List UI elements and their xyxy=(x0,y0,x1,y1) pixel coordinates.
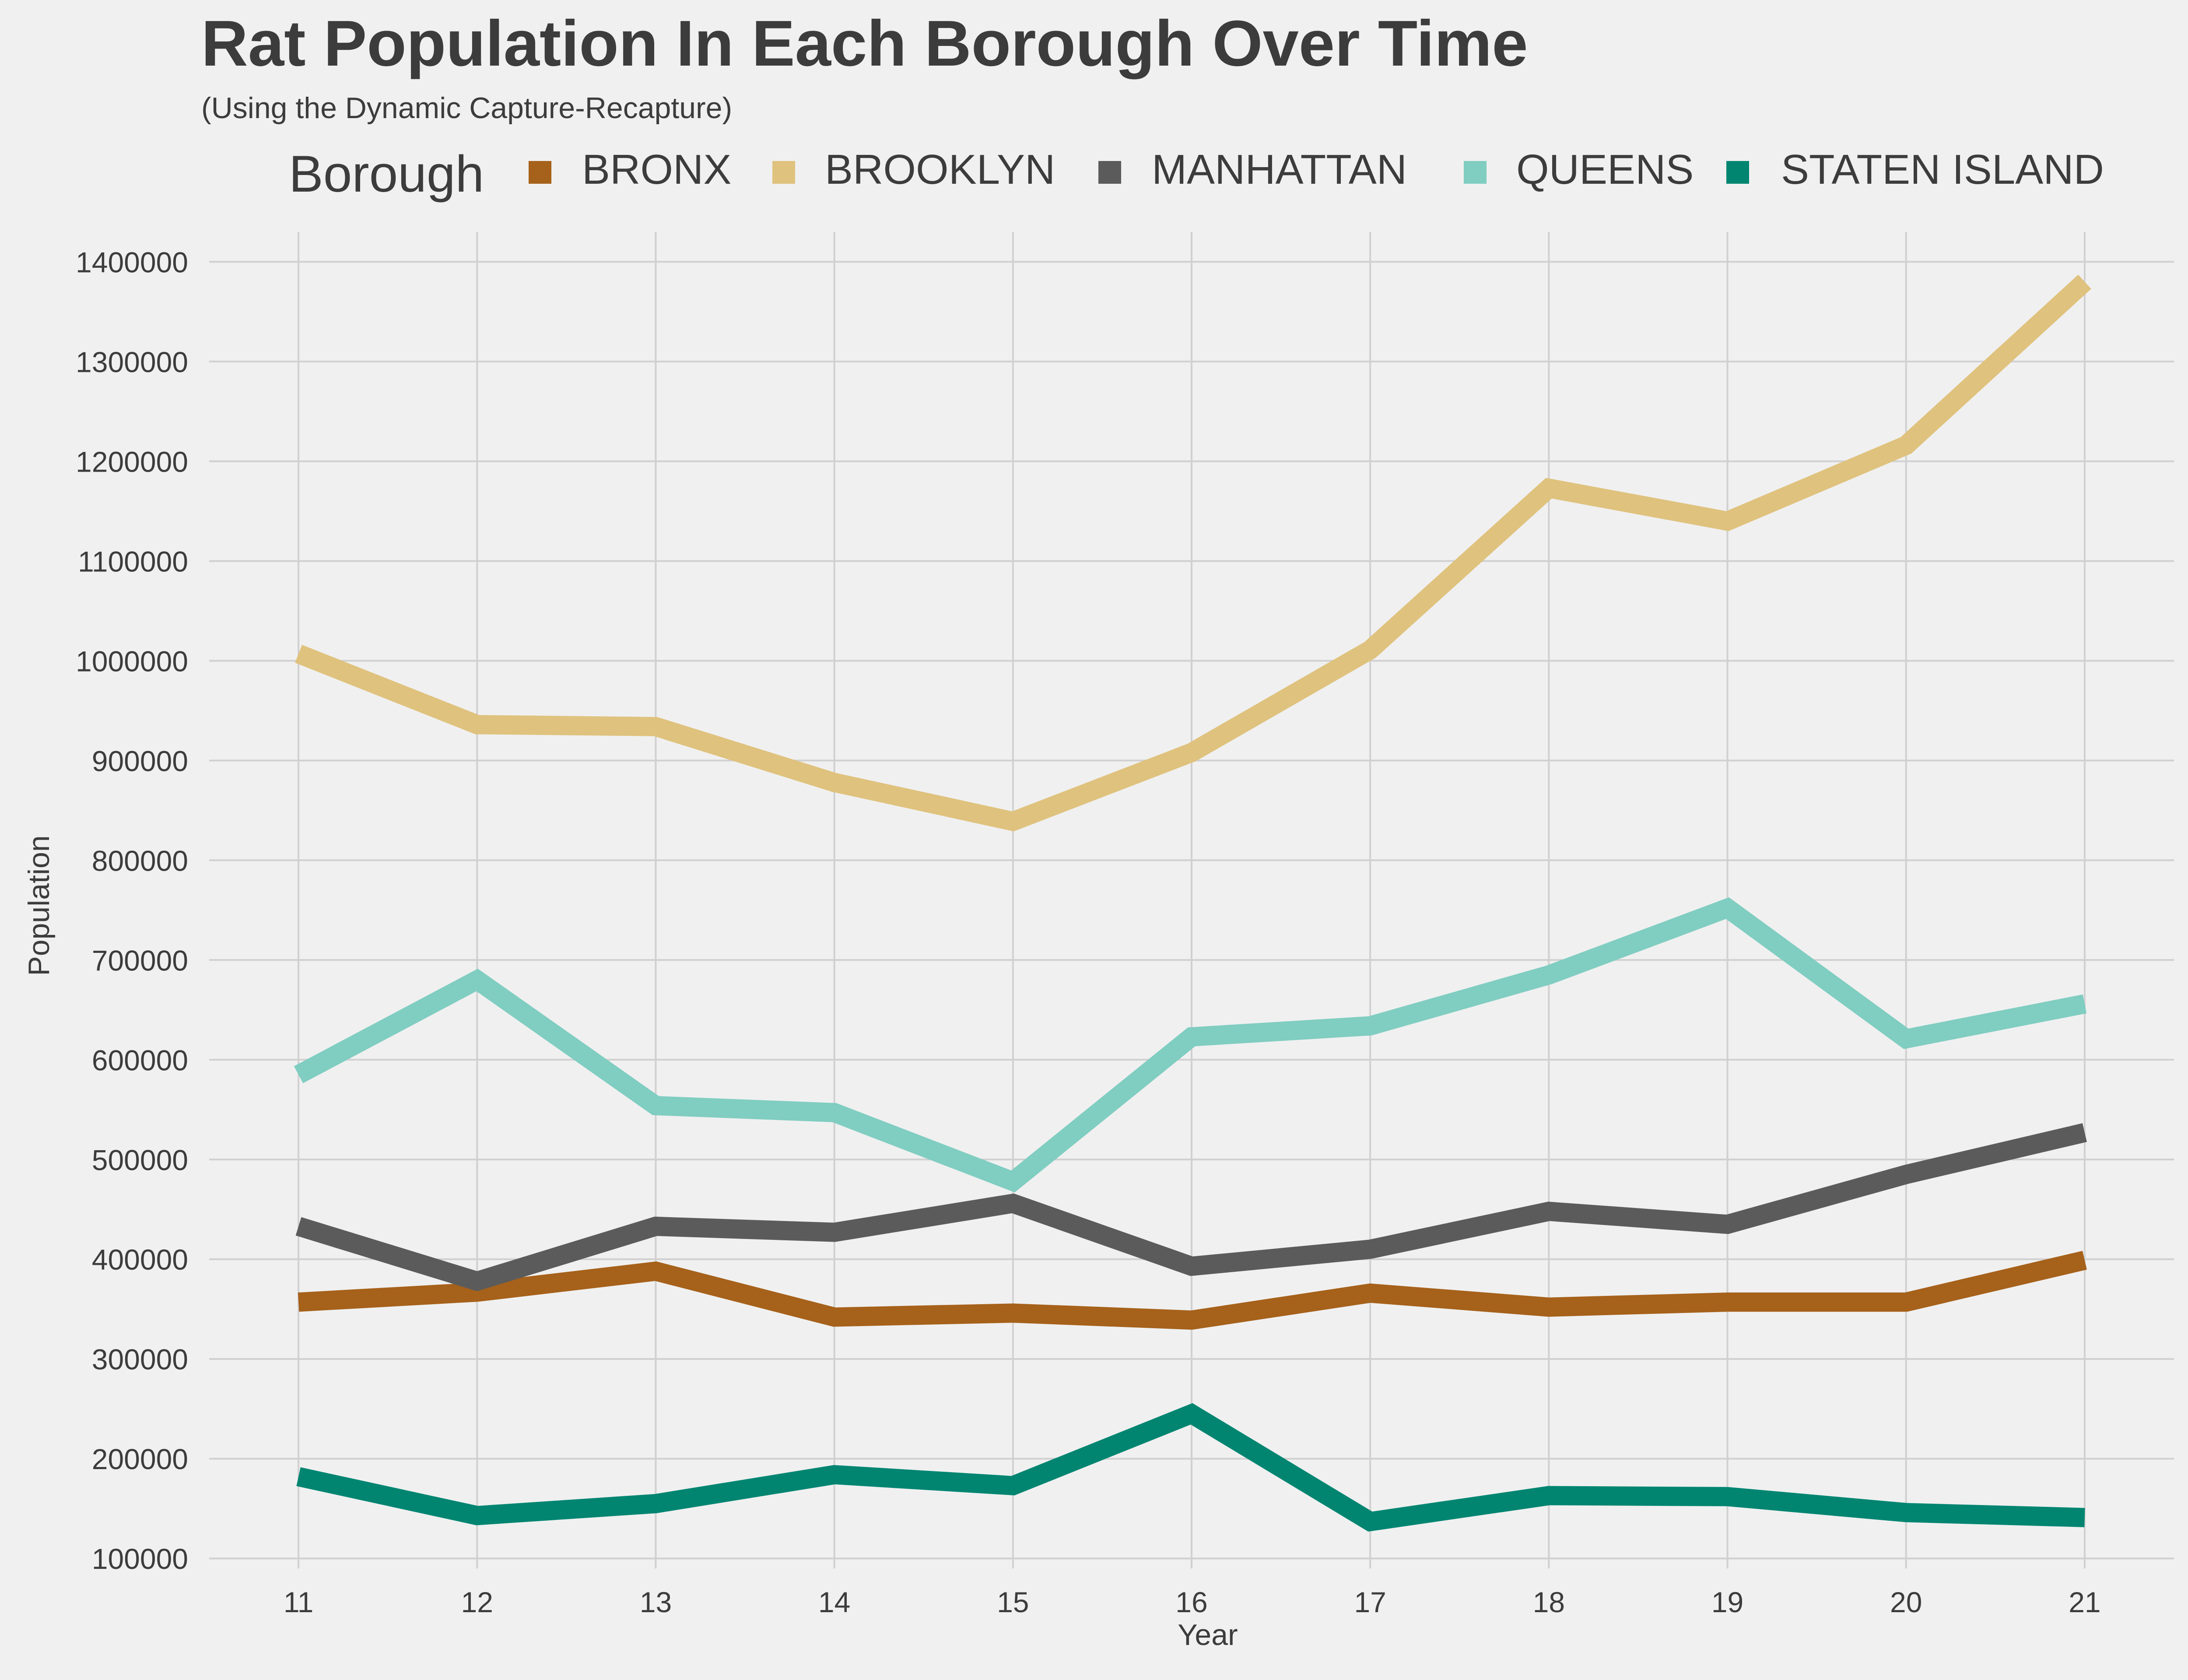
y-tick-label: 1400000 xyxy=(76,246,188,278)
x-tick-label: 15 xyxy=(997,1586,1029,1618)
legend-item: QUEENS xyxy=(1464,146,1694,193)
legend-item: STATEN ISLAND xyxy=(1726,146,2104,193)
legend-item: BRONX xyxy=(529,146,731,193)
y-axis-label: Population xyxy=(22,835,56,976)
legend-swatch xyxy=(1464,161,1487,184)
series-line-bronx xyxy=(298,1251,2087,1330)
y-tick-label: 200000 xyxy=(92,1443,188,1475)
y-tick-label: 1300000 xyxy=(76,346,188,378)
x-tick-label: 16 xyxy=(1175,1586,1207,1618)
series-line-manhattan xyxy=(295,1123,2087,1292)
legend-item: MANHATTAN xyxy=(1098,146,1407,193)
legend-swatch xyxy=(1726,161,1749,184)
y-tick-label: 900000 xyxy=(92,745,188,777)
x-tick-label: 21 xyxy=(2069,1586,2100,1618)
series-line-brooklyn xyxy=(295,274,2091,832)
grid-lines xyxy=(209,232,2174,1568)
y-tick-label: 1000000 xyxy=(76,645,188,677)
y-tick-label: 1200000 xyxy=(76,445,188,478)
x-tick-label: 20 xyxy=(1890,1586,1922,1618)
x-tick-label: 18 xyxy=(1533,1586,1565,1618)
y-tick-label: 600000 xyxy=(92,1044,188,1076)
y-axis-ticks: 100000 200000 300000 400000 500000 600000 7000… xyxy=(76,246,188,1575)
legend-title: Borough xyxy=(289,145,484,203)
legend-label: BROOKLYN xyxy=(825,146,1055,193)
chart-title: Rat Population In Each Borough Over Time xyxy=(201,7,1528,80)
legend-label: MANHATTAN xyxy=(1152,146,1407,193)
x-tick-label: 14 xyxy=(818,1586,850,1618)
y-tick-label: 300000 xyxy=(92,1343,188,1376)
x-tick-label: 19 xyxy=(1711,1586,1743,1618)
series-lines xyxy=(294,274,2091,1532)
legend-label: STATEN ISLAND xyxy=(1781,146,2104,193)
x-axis-ticks: 11 12 13 14 15 16 17 18 19 20 21 xyxy=(284,1586,2101,1618)
legend: Borough BRONX BROOKLYN MANHATTAN QUEENS STAT… xyxy=(289,145,2104,203)
x-tick-label: 12 xyxy=(461,1586,493,1618)
chart-subtitle: (Using the Dynamic Capture-Recapture) xyxy=(201,91,732,125)
x-axis-label: Year xyxy=(1178,1618,1238,1652)
x-tick-label: 11 xyxy=(284,1586,314,1618)
x-tick-label: 17 xyxy=(1354,1586,1386,1618)
y-tick-label: 100000 xyxy=(92,1543,188,1575)
y-tick-label: 800000 xyxy=(92,844,188,877)
legend-label: QUEENS xyxy=(1516,146,1694,193)
y-tick-label: 1100000 xyxy=(78,545,188,578)
legend-swatch xyxy=(529,161,551,184)
legend-swatch xyxy=(772,161,795,184)
legend-swatch xyxy=(1098,161,1121,184)
x-tick-label: 13 xyxy=(640,1586,672,1618)
series-line-queens xyxy=(294,897,2087,1193)
legend-label: BRONX xyxy=(582,146,731,193)
series-line-staten-island xyxy=(296,1403,2085,1532)
legend-item: BROOKLYN xyxy=(772,146,1055,193)
y-tick-label: 700000 xyxy=(92,944,188,976)
y-tick-label: 500000 xyxy=(92,1144,188,1176)
y-tick-label: 400000 xyxy=(92,1243,188,1276)
